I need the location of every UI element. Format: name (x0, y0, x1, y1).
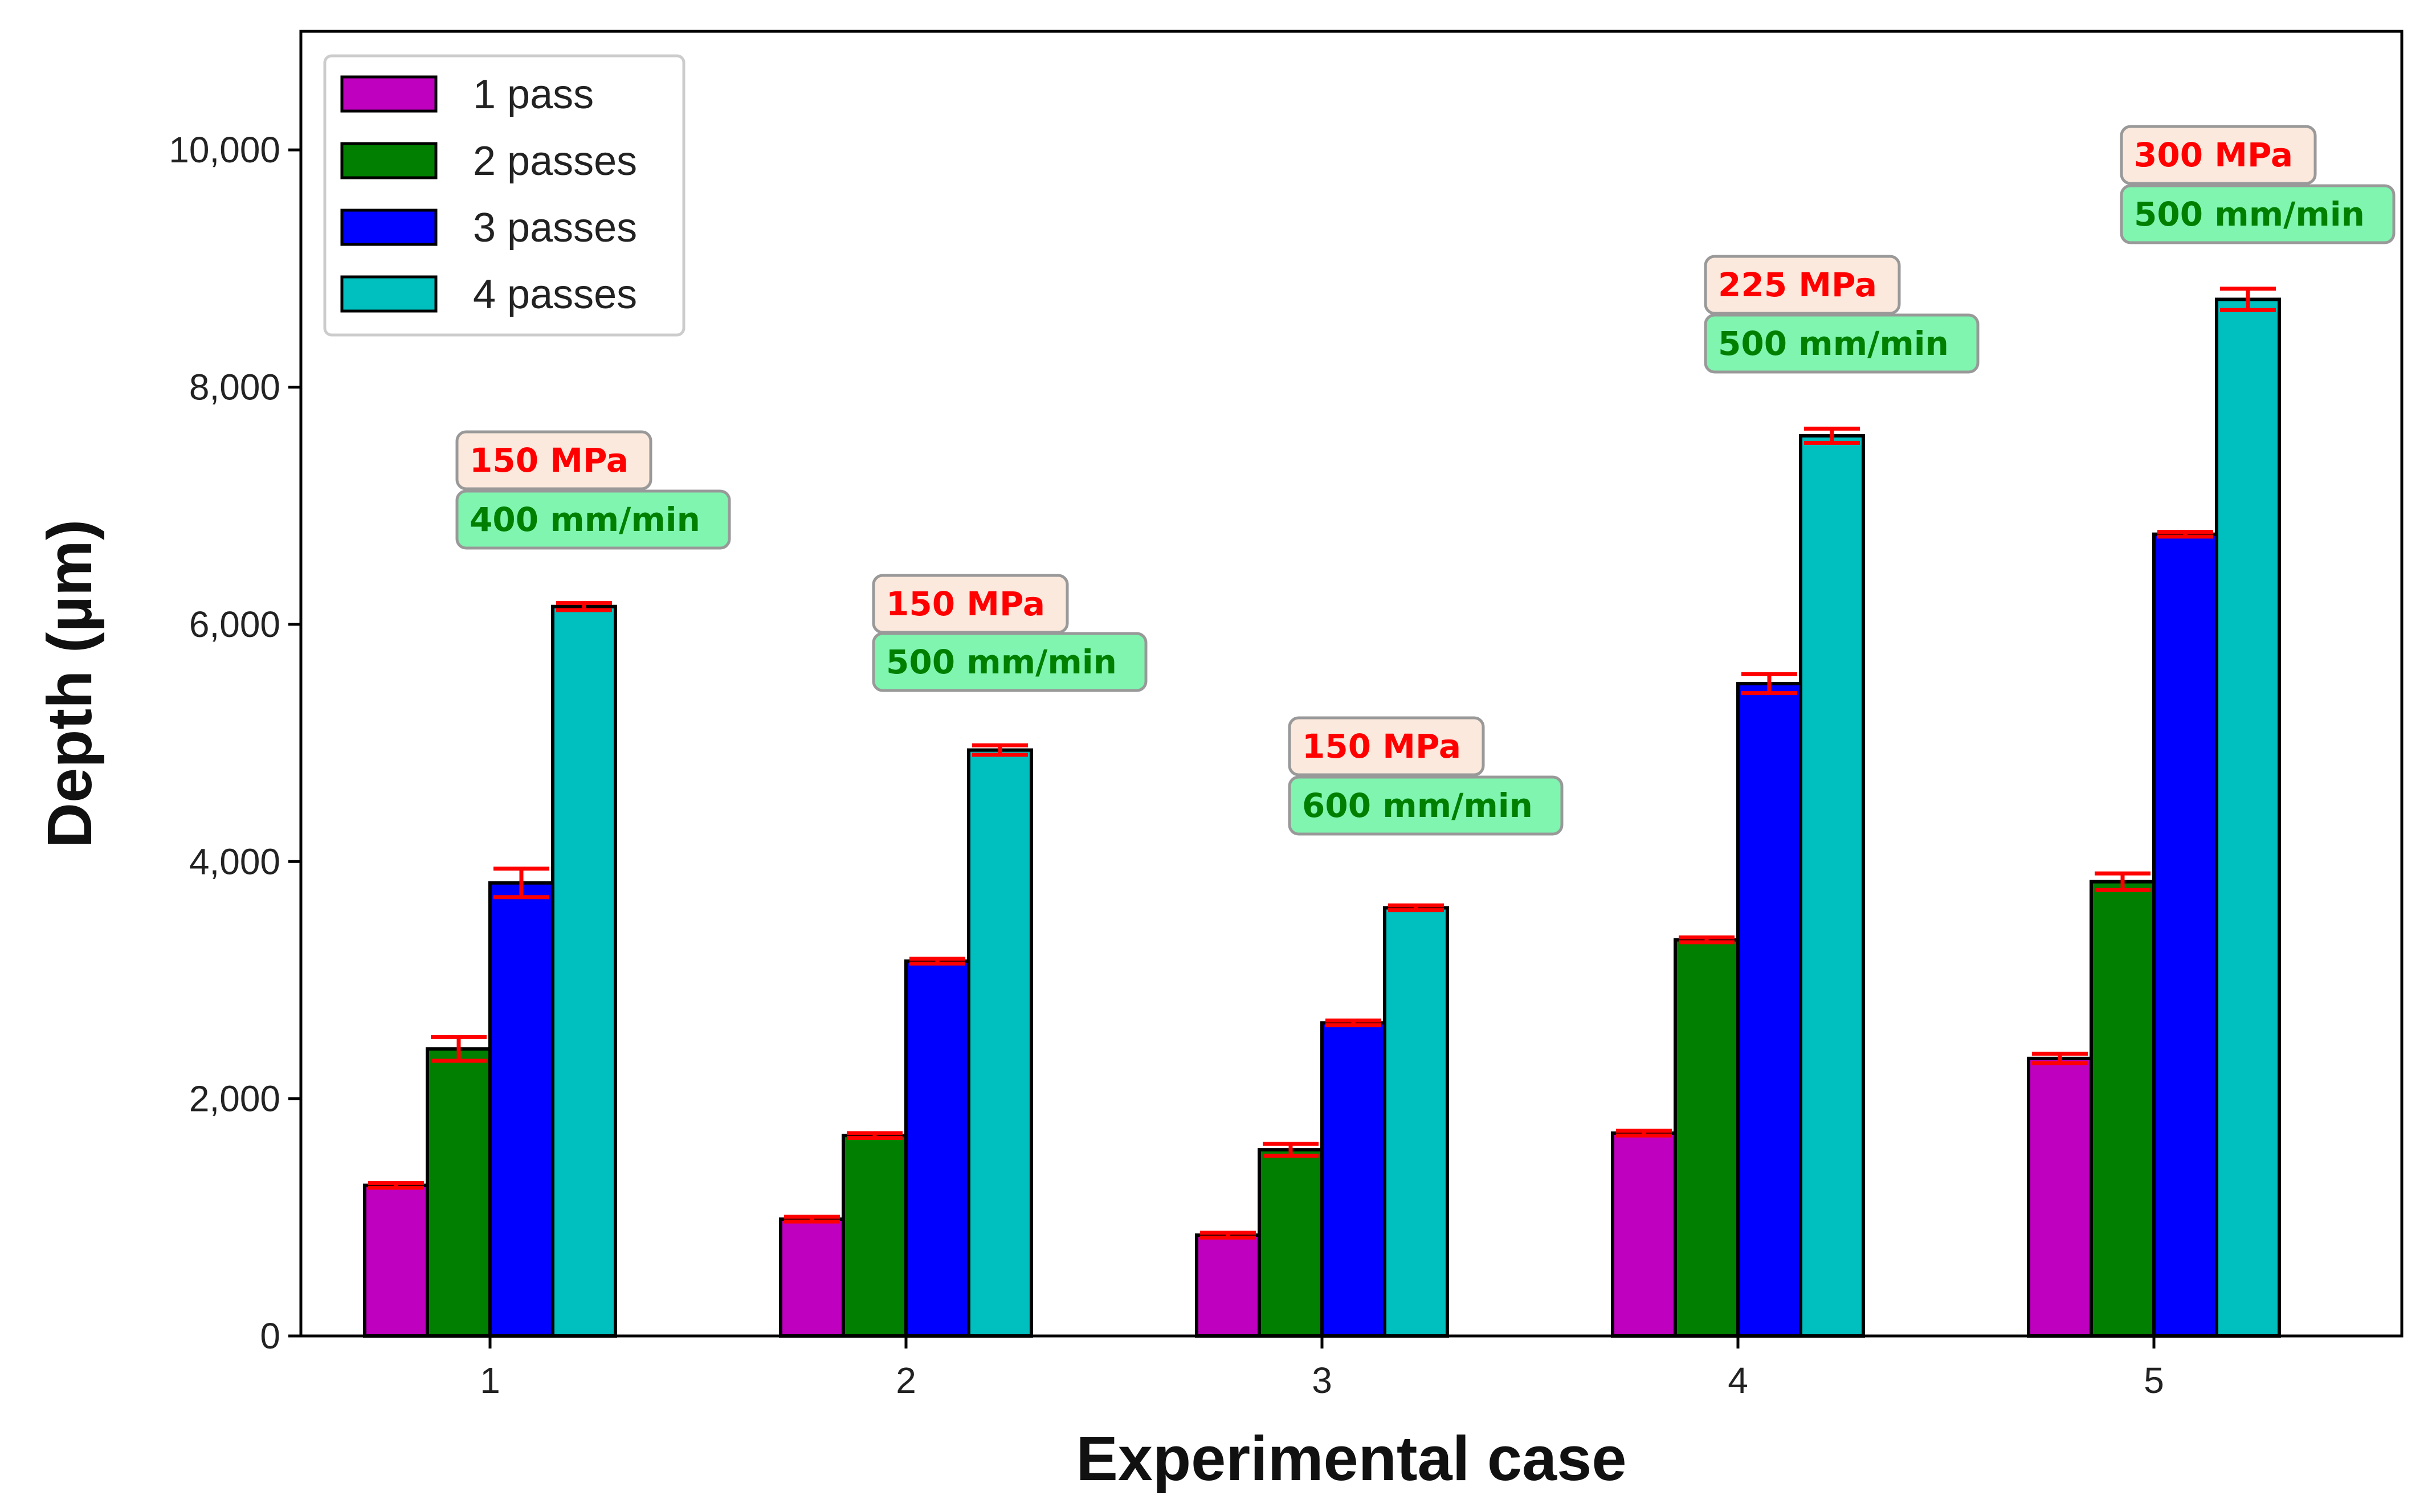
bar-case4-series1 (1611, 1131, 1677, 1338)
legend-swatch-series2 (340, 142, 438, 179)
bar-case1-series2 (426, 1047, 492, 1338)
bar-case3-series4 (1383, 906, 1449, 1338)
bar-case1-series4 (551, 604, 617, 1338)
bar-case5-series1 (2027, 1056, 2093, 1338)
bar-case3-series3 (1320, 1021, 1386, 1338)
plot-area (363, 287, 2281, 1338)
x-tick-label: 4 (1728, 1360, 1748, 1401)
legend-label-series1: 1 pass (473, 72, 594, 117)
pressure-label: 225 MPa (1718, 265, 1877, 304)
axes: 0 2,000 4,000 6,000 8,000 10,000 1 2 3 4 5 Experime… (35, 30, 2404, 1494)
bar-case2-series4 (967, 748, 1033, 1338)
speed-label-box (455, 489, 731, 550)
bar-case4-series2 (1674, 938, 1740, 1338)
plot-frame (299, 30, 2404, 1338)
bar-case1-series1 (363, 1183, 429, 1338)
y-axis-title: Depth (µm) (35, 520, 105, 848)
x-tick-label: 2 (896, 1360, 916, 1401)
y-tick-label: 8,000 (189, 367, 280, 408)
y-tick-label: 4,000 (189, 841, 280, 882)
legend-swatch-series1 (340, 75, 438, 113)
bar-case5-series3 (2152, 532, 2218, 1338)
annotations: 150 MPa 400 mm/min 150 MPa 500 mm/min 150 MP… (455, 125, 2396, 836)
bar-case2-series3 (904, 959, 970, 1338)
x-tick-label: 1 (480, 1360, 500, 1401)
legend-swatch-series4 (340, 275, 438, 313)
legend-label-series3: 3 passes (473, 205, 637, 251)
speed-label-box (2120, 184, 2396, 244)
bar-case3-series1 (1195, 1233, 1261, 1338)
pressure-label-box (455, 430, 652, 491)
bar-case2-series2 (842, 1134, 908, 1338)
legend-box (323, 54, 685, 337)
speed-label: 400 mm/min (470, 500, 700, 539)
speed-label-box (1288, 775, 1564, 836)
legend-swatch-series3 (340, 209, 438, 246)
speed-label: 600 mm/min (1302, 786, 1533, 825)
speed-label-box (872, 632, 1148, 692)
pressure-label: 300 MPa (2134, 136, 2293, 174)
legend: 1 pass 2 passes 3 passes 4 passes (323, 54, 685, 337)
bar-case4-series4 (1799, 434, 1865, 1338)
legend-label-series2: 2 passes (473, 138, 637, 184)
pressure-label: 150 MPa (1302, 727, 1461, 766)
bar-case5-series4 (2215, 297, 2281, 1338)
bar-case1-series3 (488, 881, 554, 1338)
bar-case3-series2 (1258, 1148, 1324, 1338)
x-tick-label: 3 (1312, 1360, 1332, 1401)
x-tick-label: 5 (2144, 1360, 2164, 1401)
pressure-label-box (1288, 716, 1485, 777)
speed-label: 500 mm/min (2134, 195, 2365, 234)
y-tick-label: 6,000 (189, 604, 280, 645)
speed-label: 500 mm/min (886, 643, 1117, 681)
legend-label-series4: 4 passes (473, 272, 637, 317)
speed-label-box (1704, 313, 1980, 374)
bar-case2-series1 (779, 1217, 845, 1338)
speed-label: 500 mm/min (1718, 324, 1949, 363)
y-tick-label: 10,000 (169, 129, 280, 170)
x-axis-title: Experimental case (1076, 1424, 1626, 1494)
y-tick-label: 0 (260, 1315, 280, 1356)
pressure-label: 150 MPa (886, 585, 1045, 623)
bar-case5-series2 (2090, 880, 2156, 1338)
pressure-label: 150 MPa (470, 441, 629, 480)
bar-case4-series3 (1736, 682, 1802, 1338)
y-tick-label: 2,000 (189, 1078, 280, 1119)
pressure-label-box (2120, 125, 2317, 185)
pressure-label-box (1704, 255, 1901, 315)
